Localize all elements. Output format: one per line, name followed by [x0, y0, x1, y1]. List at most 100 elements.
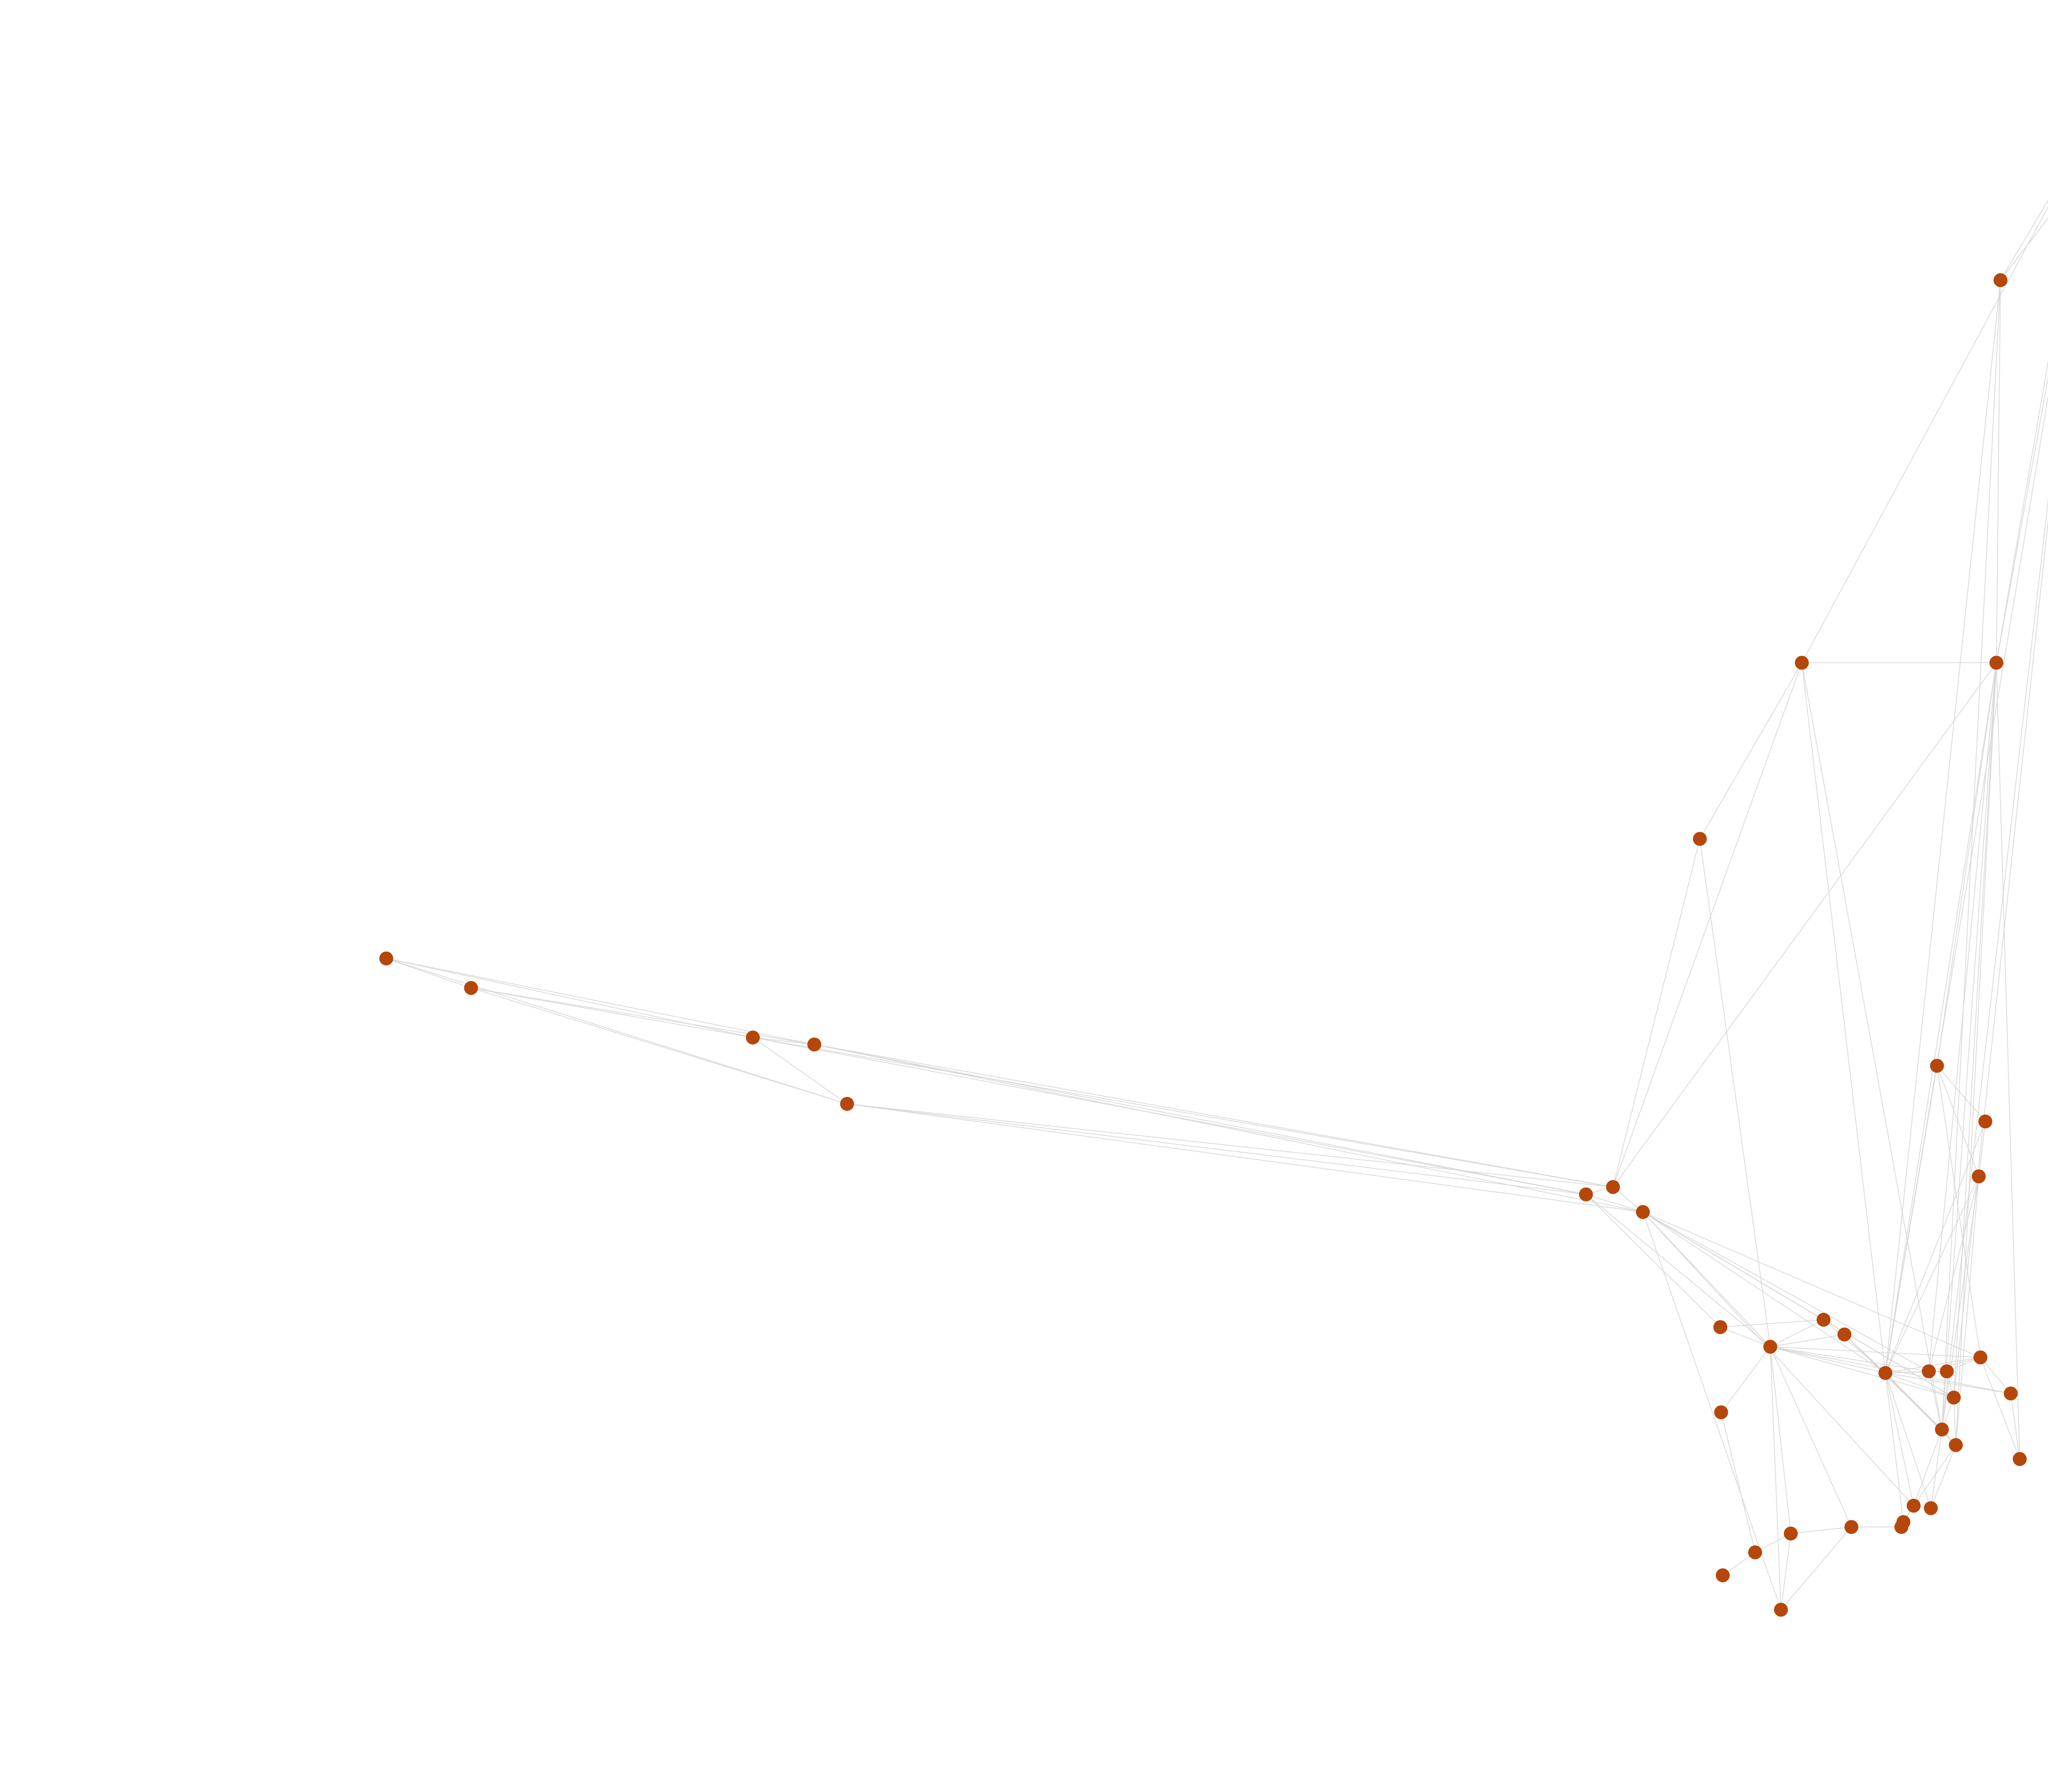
graph-edge: [814, 1044, 1586, 1195]
graph-node[interactable]: [1894, 1520, 1908, 1534]
graph-node[interactable]: [1716, 1568, 1730, 1582]
graph-node[interactable]: [1922, 1364, 1936, 1378]
graph-edge: [1942, 1176, 1979, 1430]
graph-edge: [1801, 662, 1886, 1373]
graph-edge: [1937, 662, 1997, 1066]
graph-edge: [1913, 1429, 1942, 1506]
graph-edge: [1613, 662, 1997, 1187]
graph-edge: [1980, 1357, 2011, 1394]
graph-node[interactable]: [1606, 1180, 1620, 1194]
graph-node[interactable]: [840, 1097, 854, 1111]
graph-edge: [1642, 1212, 1886, 1373]
graph-node[interactable]: [1989, 656, 2003, 670]
graph-node[interactable]: [2013, 1452, 2027, 1466]
graph-edge: [1642, 1212, 1929, 1372]
graph-node[interactable]: [1940, 1364, 1954, 1378]
edges-layer: [386, 199, 2048, 1610]
graph-edge: [1928, 1357, 1981, 1372]
graph-edge: [1770, 1319, 1824, 1347]
graph-edge: [1586, 1194, 1771, 1347]
graph-node[interactable]: [464, 981, 478, 995]
graph-edge: [1720, 1327, 1771, 1347]
graph-node[interactable]: [1907, 1499, 1921, 1513]
graph-edge: [1642, 1212, 1914, 1506]
graph-edge: [1770, 1346, 1886, 1373]
graph-node[interactable]: [1693, 832, 1707, 846]
graph-node[interactable]: [1748, 1545, 1762, 1559]
graph-edge: [1930, 1429, 1942, 1509]
graph-edge: [1885, 1373, 1954, 1398]
graph-edge: [1613, 838, 1700, 1187]
graph-edge: [1770, 1334, 1845, 1347]
graph-edge: [1942, 280, 2001, 1430]
graph-edge: [386, 958, 847, 1104]
graph-edge: [1721, 1412, 1756, 1553]
graph-edge: [1885, 1373, 1904, 1522]
graph-edge: [847, 1103, 1586, 1195]
graph-edge: [1996, 359, 2048, 663]
graph-edge: [1642, 1212, 1781, 1610]
graph-edge: [1978, 1121, 1986, 1177]
graph-node[interactable]: [1978, 1115, 1992, 1128]
graph-edge: [1885, 1357, 1981, 1373]
graph-edge: [1781, 1527, 1852, 1610]
graph-node[interactable]: [1636, 1205, 1650, 1219]
graph-edge: [847, 1103, 1643, 1212]
graph-node[interactable]: [1837, 1328, 1851, 1341]
graph-edge: [1885, 1065, 1937, 1373]
graph-node[interactable]: [379, 952, 393, 965]
graph-edge: [1699, 662, 1802, 839]
graph-node[interactable]: [1924, 1501, 1938, 1515]
graph-node[interactable]: [1947, 1391, 1961, 1405]
graph-edge: [1781, 1533, 1791, 1610]
graph-edge: [1996, 280, 2001, 663]
graph-node[interactable]: [746, 1031, 760, 1044]
graph-node[interactable]: [1784, 1527, 1798, 1541]
nodes-layer: [379, 273, 2027, 1617]
graph-node[interactable]: [1878, 1366, 1892, 1380]
graph-edge: [1942, 662, 1997, 1430]
graph-edge: [1586, 1194, 1643, 1212]
graph-edge: [1930, 1445, 1956, 1509]
graph-edge: [2000, 199, 2048, 281]
graph-edge: [1996, 376, 2048, 663]
graph-edge: [1885, 1373, 1931, 1509]
graph-edge: [1937, 1065, 1981, 1358]
graph-edge: [1996, 662, 2020, 1459]
graph-node[interactable]: [1972, 1169, 1986, 1183]
graph-edge: [1721, 1346, 1771, 1413]
graph-node[interactable]: [1973, 1350, 1987, 1364]
graph-node[interactable]: [1994, 273, 2007, 287]
graph-edge: [1801, 206, 2048, 663]
graph-edge: [1885, 1373, 2011, 1394]
graph-edge: [1885, 280, 2001, 1373]
graph-node[interactable]: [2004, 1386, 2018, 1400]
graph-node[interactable]: [1763, 1340, 1777, 1354]
graph-edge: [1699, 838, 1771, 1347]
graph-node[interactable]: [1714, 1405, 1728, 1419]
graph-edge: [1953, 662, 1997, 1398]
graph-edge: [1928, 1371, 1942, 1430]
graph-edge: [1770, 1346, 1852, 1527]
graph-edge: [814, 1044, 1613, 1187]
graph-node[interactable]: [1795, 656, 1809, 670]
graph-node[interactable]: [1935, 1423, 1949, 1436]
graph-edge: [386, 958, 471, 988]
graph-node[interactable]: [1930, 1059, 1944, 1073]
graph-edge: [1885, 1373, 1914, 1506]
graph-edge: [1790, 1527, 1852, 1534]
graph-edge: [1586, 1194, 1721, 1328]
graph-node[interactable]: [1579, 1187, 1593, 1201]
graph-edge: [1801, 662, 1942, 1430]
graph-node[interactable]: [807, 1038, 821, 1051]
graph-node[interactable]: [1774, 1603, 1788, 1617]
graph-node[interactable]: [1817, 1313, 1831, 1327]
graph-node[interactable]: [1713, 1320, 1727, 1334]
graph-node[interactable]: [1844, 1520, 1858, 1534]
graph-node[interactable]: [1949, 1438, 1963, 1452]
graph-edge: [1913, 1445, 1956, 1506]
graph-edge: [1937, 1065, 1979, 1177]
